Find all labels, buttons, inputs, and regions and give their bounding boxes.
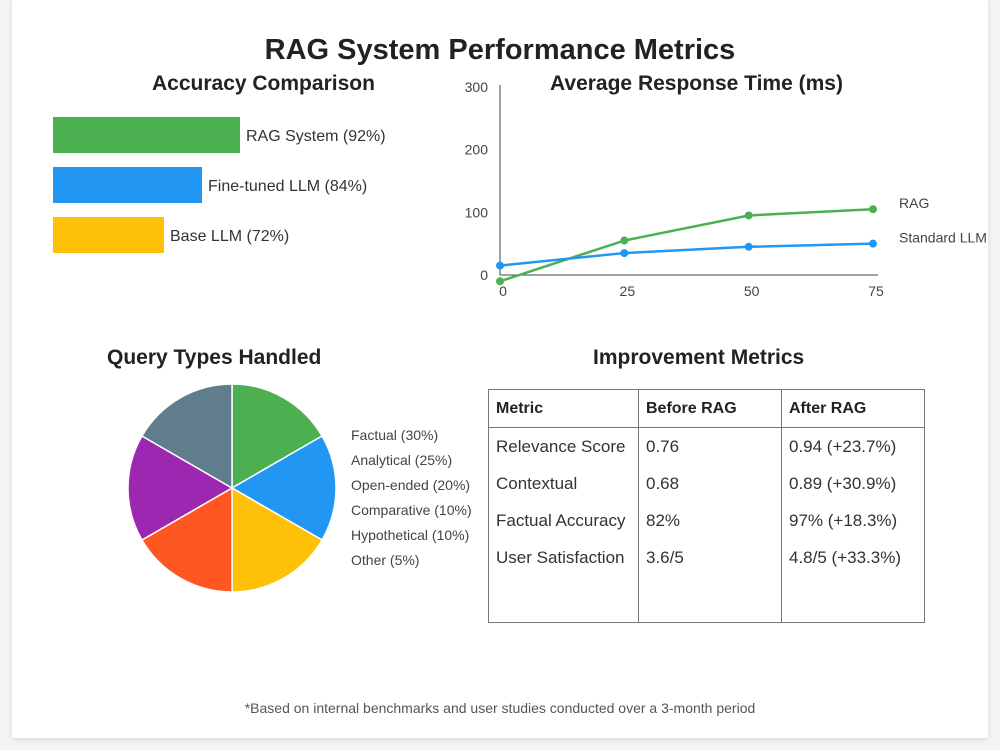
pie-legend-label: Comparative (10%) xyxy=(351,502,472,518)
accuracy-bar xyxy=(53,167,202,203)
table-row: Contextual 0.68 0.89 (+30.9%) xyxy=(488,465,925,502)
empty-cell xyxy=(638,576,782,623)
before-cell: 0.76 xyxy=(638,427,782,465)
after-cell: 4.8/5 (+33.3%) xyxy=(781,539,925,576)
series-point xyxy=(869,205,877,214)
series-point xyxy=(496,277,504,286)
pie-legend-label: Other (5%) xyxy=(351,552,419,568)
response-time-line-chart: 0 100 200 300 0 25 50 75 RAG Standard LLM xyxy=(465,79,987,299)
series-line xyxy=(499,207,874,283)
y-tick-label: 200 xyxy=(465,142,489,158)
column-header-metric: Metric xyxy=(488,389,639,428)
accuracy-bar-label: Base LLM (72%) xyxy=(170,228,289,245)
x-tick-label: 75 xyxy=(868,283,884,299)
pie-legend-label: Open-ended (20%) xyxy=(351,477,470,493)
before-cell: 82% xyxy=(638,502,782,539)
series-point xyxy=(744,242,753,251)
column-header-before: Before RAG xyxy=(638,389,782,428)
pie-slice xyxy=(230,434,337,542)
accuracy-bar-chart: RAG System (92%) Fine-tuned LLM (84%) Base… xyxy=(53,117,386,253)
series-legend-label: RAG xyxy=(899,195,929,211)
table-header-row: Metric Before RAG After RAG xyxy=(488,389,925,428)
series-legend-label: Standard LLM xyxy=(899,230,987,246)
page-title: RAG System Performance Metrics xyxy=(264,34,736,66)
y-tick-label: 100 xyxy=(465,204,489,220)
improvement-metrics-title: Improvement Metrics xyxy=(593,346,805,369)
y-tick-label: 300 xyxy=(465,79,489,95)
series-point xyxy=(620,249,629,258)
accuracy-bar xyxy=(53,117,240,153)
accuracy-chart-title: Accuracy Comparison xyxy=(152,72,375,95)
table-row: User Satisfaction 3.6/5 4.8/5 (+33.3%) xyxy=(488,539,925,576)
pie-legend-label: Hypothetical (10%) xyxy=(351,527,469,543)
accuracy-bar xyxy=(53,217,164,253)
series-point xyxy=(869,239,877,248)
series-line xyxy=(499,242,874,267)
pie-slice xyxy=(140,383,233,490)
before-cell: 0.68 xyxy=(638,465,782,502)
improvement-metrics-table: Metric Before RAG After RAG Relevance Sc… xyxy=(488,389,925,623)
dashboard-panel: RAG System Performance Metrics Accuracy … xyxy=(12,0,988,738)
pie-slice xyxy=(140,486,233,593)
table-row: Factual Accuracy 82% 97% (+18.3%) xyxy=(488,502,925,539)
metric-cell: Factual Accuracy xyxy=(488,502,639,539)
table-empty-row xyxy=(488,576,925,623)
query-types-chart-title: Query Types Handled xyxy=(107,346,322,369)
pie-legend-label: Factual (30%) xyxy=(351,427,438,443)
accuracy-bar-label: RAG System (92%) xyxy=(246,128,386,145)
table-row: Relevance Score 0.76 0.94 (+23.7%) xyxy=(488,427,925,465)
response-time-chart-title: Average Response Time (ms) xyxy=(550,72,843,95)
footnote: *Based on internal benchmarks and user s… xyxy=(244,700,756,716)
column-header-after: After RAG xyxy=(781,389,925,428)
metric-cell: User Satisfaction xyxy=(488,539,639,576)
x-tick-label: 0 xyxy=(499,283,507,299)
metric-cell: Relevance Score xyxy=(488,427,639,465)
x-tick-label: 25 xyxy=(620,283,636,299)
metric-cell: Contextual xyxy=(488,465,639,502)
pie-slice xyxy=(231,383,324,490)
empty-cell xyxy=(781,576,925,623)
pie-slice xyxy=(127,434,234,542)
after-cell: 0.94 (+23.7%) xyxy=(781,427,925,465)
after-cell: 0.89 (+30.9%) xyxy=(781,465,925,502)
series-point xyxy=(620,236,629,245)
series-point xyxy=(496,261,504,270)
accuracy-bar-label: Fine-tuned LLM (84%) xyxy=(208,178,367,195)
empty-cell xyxy=(488,576,639,623)
x-tick-label: 50 xyxy=(744,283,760,299)
after-cell: 97% (+18.3%) xyxy=(781,502,925,539)
pie-legend-label: Analytical (25%) xyxy=(351,452,452,468)
before-cell: 3.6/5 xyxy=(638,539,782,576)
pie-slice xyxy=(231,486,324,593)
y-tick-label: 0 xyxy=(480,267,488,283)
series-point xyxy=(744,211,753,220)
query-types-pie-chart: Factual (30%) Analytical (25%) Open-ended … xyxy=(127,383,472,593)
